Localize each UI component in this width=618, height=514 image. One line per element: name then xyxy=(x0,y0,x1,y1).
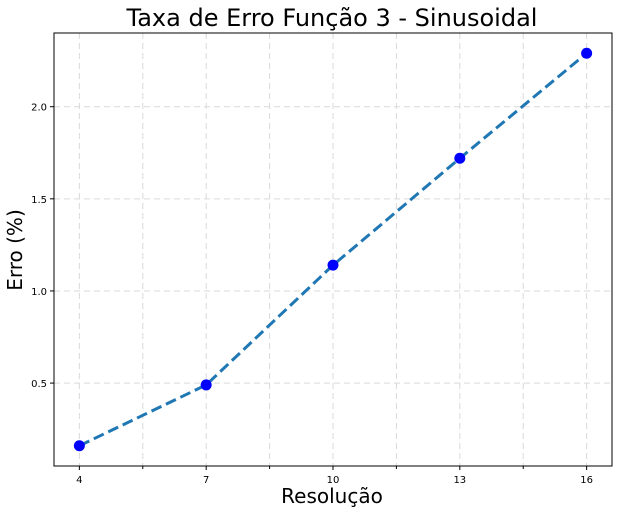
y-tick-label: 2.0 xyxy=(31,103,47,114)
data-point xyxy=(73,440,85,452)
y-tick-label: 0.5 xyxy=(31,379,47,390)
data-point xyxy=(581,47,593,59)
axis-ticks: 4 7 10 13 16 0.5 1.0 1.5 2.0 xyxy=(31,103,593,486)
y-tick-label: 1.0 xyxy=(31,287,47,298)
data-point xyxy=(327,259,339,271)
series-line xyxy=(78,52,588,448)
data-point xyxy=(200,379,212,391)
x-tick-label: 13 xyxy=(453,475,466,486)
x-tick-label: 16 xyxy=(580,475,593,486)
x-tick-label: 10 xyxy=(327,475,340,486)
x-axis-label: Resolução xyxy=(281,484,383,508)
y-axis-label: Erro (%) xyxy=(3,209,27,291)
chart-title: Taxa de Erro Função 3 - Sinusoidal xyxy=(126,4,538,32)
data-point xyxy=(454,152,466,164)
y-tick-label: 1.5 xyxy=(31,195,47,206)
x-tick-label: 4 xyxy=(76,475,82,486)
grid-lines xyxy=(54,33,612,466)
series-layer xyxy=(73,47,593,452)
x-tick-label: 7 xyxy=(203,475,209,486)
